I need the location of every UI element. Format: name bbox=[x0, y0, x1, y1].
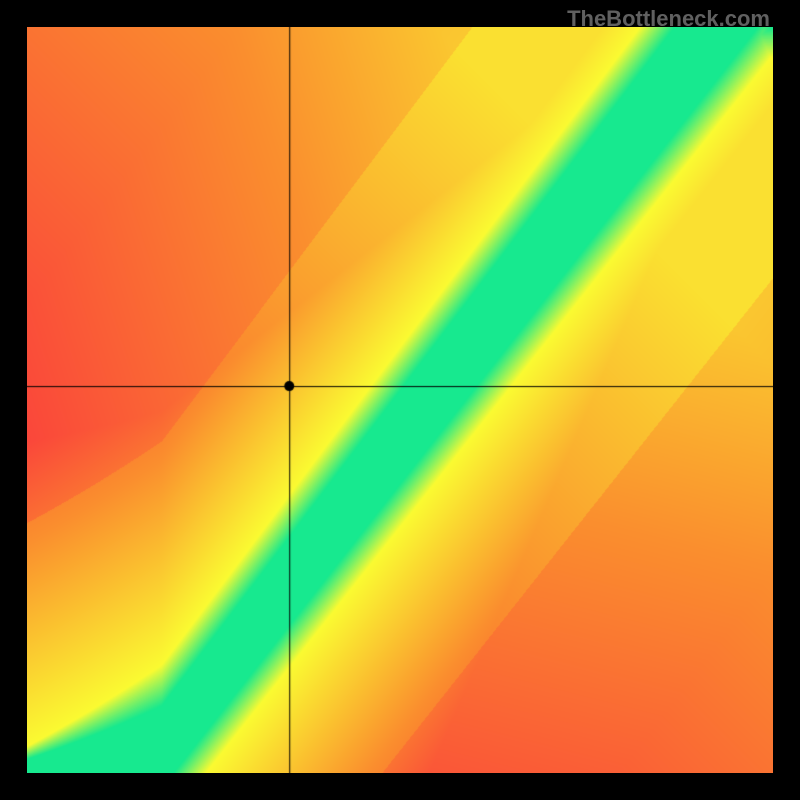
watermark-text: TheBottleneck.com bbox=[567, 6, 770, 32]
bottleneck-heatmap bbox=[27, 27, 773, 773]
heatmap-container bbox=[27, 27, 773, 773]
